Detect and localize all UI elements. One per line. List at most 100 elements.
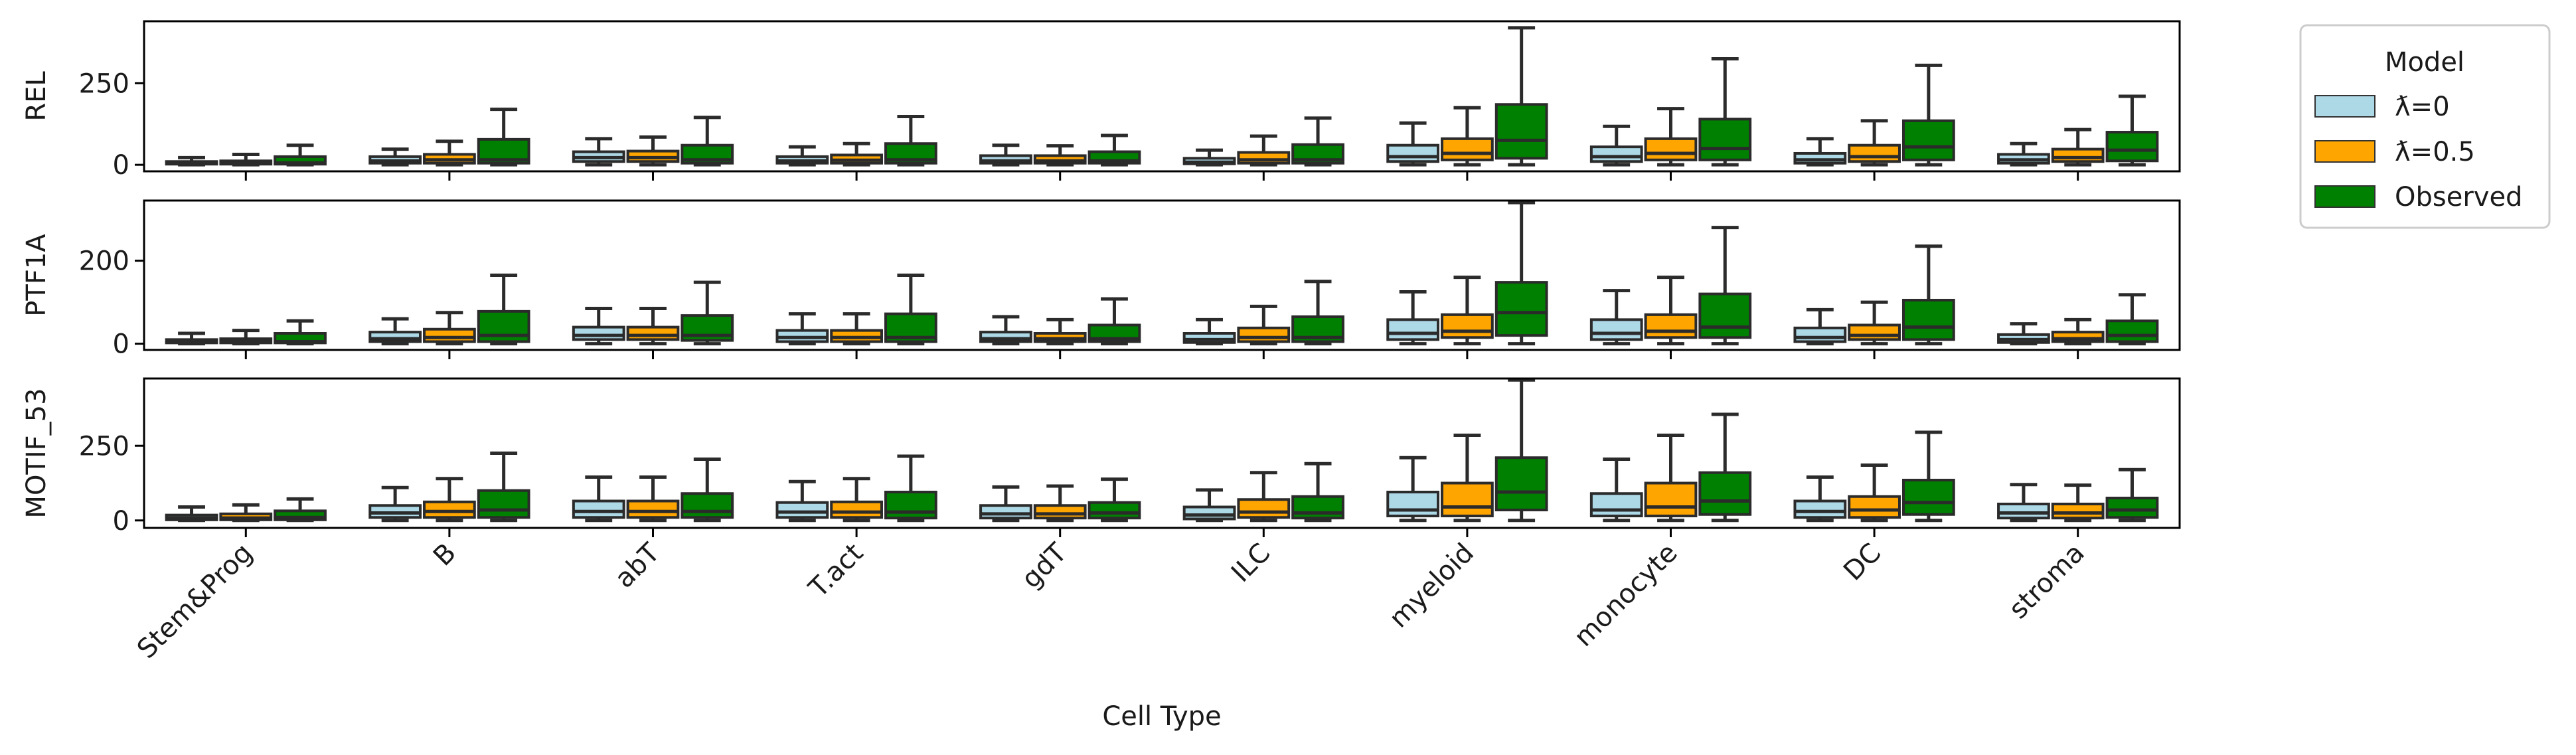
box-MOTIF_53-myeloid-2 bbox=[1494, 378, 1548, 523]
box-body bbox=[1237, 498, 1291, 519]
legend-title: Model bbox=[2385, 47, 2464, 78]
legend-label-lambda05: ƛ=0.5 bbox=[2395, 137, 2475, 167]
x-tick-label-1: B bbox=[428, 538, 462, 572]
box-REL-Stem&Prog-0 bbox=[165, 155, 218, 167]
box-MOTIF_53-abT-0 bbox=[572, 475, 625, 523]
box-MOTIF_53-B-0 bbox=[368, 485, 422, 523]
box-PTF1A-ILC-2 bbox=[1291, 280, 1344, 346]
box-body bbox=[2105, 497, 2159, 519]
panel-2: 0 250 MOTIF_53 bbox=[21, 377, 2181, 537]
box-PTF1A-monocyte-0 bbox=[1589, 289, 1643, 346]
box-PTF1A-Stem&Prog-0 bbox=[165, 331, 218, 346]
y-tick-label: 0 bbox=[113, 329, 129, 360]
box-body bbox=[1386, 143, 1440, 163]
legend-swatch-lambda05 bbox=[2314, 140, 2375, 163]
x-tick-label-2: abT bbox=[609, 537, 665, 594]
box-REL-abT-0 bbox=[572, 137, 625, 167]
box-PTF1A-gdT-0 bbox=[979, 315, 1032, 346]
box-PTF1A-abT-1 bbox=[626, 307, 680, 346]
box-body bbox=[1494, 281, 1548, 337]
box-body bbox=[979, 504, 1032, 520]
box-MOTIF_53-gdT-1 bbox=[1033, 484, 1087, 523]
box-body bbox=[1386, 318, 1440, 341]
box-MOTIF_53-T.act-0 bbox=[775, 479, 829, 523]
box-MOTIF_53-B-1 bbox=[423, 477, 476, 523]
panel-0: 0 250 REL bbox=[21, 20, 2181, 181]
box-body bbox=[2105, 131, 2159, 163]
box-body bbox=[1291, 495, 1344, 520]
box-MOTIF_53-Stem&Prog-1 bbox=[219, 503, 273, 523]
box-REL-Stem&Prog-2 bbox=[274, 143, 327, 167]
box-REL-abT-1 bbox=[626, 135, 680, 167]
box-body bbox=[572, 499, 625, 519]
y-axis-label-MOTIF_53: MOTIF_53 bbox=[21, 388, 52, 518]
y-axis-label-REL: REL bbox=[21, 71, 52, 122]
box-body bbox=[1589, 318, 1643, 341]
box-body bbox=[1698, 292, 1752, 339]
box-MOTIF_53-monocyte-0 bbox=[1589, 458, 1643, 523]
box-body bbox=[1033, 504, 1087, 520]
box-body bbox=[1441, 481, 1494, 517]
y-tick-label: 200 bbox=[79, 246, 129, 277]
box-PTF1A-stroma-0 bbox=[1997, 322, 2050, 346]
box-REL-ILC-0 bbox=[1182, 148, 1236, 167]
box-MOTIF_53-ILC-2 bbox=[1291, 461, 1344, 523]
box-PTF1A-DC-0 bbox=[1793, 307, 1847, 346]
box-MOTIF_53-T.act-1 bbox=[830, 477, 883, 523]
box-REL-gdT-1 bbox=[1033, 144, 1087, 167]
legend-label-lambda0: ƛ=0 bbox=[2395, 92, 2450, 122]
box-body bbox=[1848, 495, 1901, 519]
box-PTF1A-DC-1 bbox=[1848, 300, 1901, 346]
box-body bbox=[1901, 119, 1955, 161]
box-PTF1A-monocyte-1 bbox=[1644, 276, 1698, 346]
box-MOTIF_53-gdT-0 bbox=[979, 485, 1032, 523]
box-body bbox=[1644, 137, 1698, 161]
box-REL-T.act-1 bbox=[830, 141, 883, 167]
box-body bbox=[1494, 103, 1548, 160]
box-body bbox=[1698, 471, 1752, 516]
box-PTF1A-T.act-2 bbox=[884, 274, 937, 346]
box-MOTIF_53-stroma-1 bbox=[2051, 483, 2105, 523]
box-body bbox=[1494, 456, 1548, 511]
y-tick-label: 0 bbox=[113, 506, 129, 537]
box-body bbox=[626, 499, 680, 519]
legend-frame bbox=[2299, 24, 2551, 229]
x-tick-label-9: stroma bbox=[2003, 538, 2091, 626]
box-REL-T.act-0 bbox=[775, 145, 829, 167]
box-REL-DC-0 bbox=[1793, 137, 1847, 167]
box-REL-stroma-0 bbox=[1997, 141, 2050, 167]
box-MOTIF_53-DC-2 bbox=[1901, 430, 1955, 523]
x-tick-label-6: myeloid bbox=[1384, 538, 1480, 634]
box-REL-abT-2 bbox=[681, 116, 734, 167]
x-tick-label-0: Stem&Prog bbox=[131, 538, 258, 665]
box-REL-monocyte-0 bbox=[1589, 124, 1643, 167]
x-tick-label-7: monocyte bbox=[1568, 538, 1683, 653]
box-PTF1A-myeloid-2 bbox=[1494, 201, 1548, 346]
x-tick-label-3: T.act bbox=[803, 538, 869, 604]
box-body bbox=[681, 492, 734, 519]
box-body bbox=[423, 327, 476, 343]
box-body bbox=[1182, 505, 1236, 521]
box-body bbox=[572, 325, 625, 341]
x-tick-label-4: gdT bbox=[1016, 537, 1073, 594]
box-body bbox=[477, 489, 530, 519]
box-REL-myeloid-2 bbox=[1494, 26, 1548, 167]
box-body bbox=[1848, 143, 1901, 163]
box-REL-B-0 bbox=[368, 147, 422, 167]
box-body bbox=[775, 501, 829, 519]
legend-swatch-lambda0 bbox=[2314, 95, 2375, 118]
box-body bbox=[2051, 503, 2105, 520]
legend-swatch-observed bbox=[2314, 185, 2375, 208]
box-REL-monocyte-2 bbox=[1698, 57, 1752, 167]
box-body bbox=[423, 500, 476, 519]
box-body bbox=[1237, 326, 1291, 343]
box-REL-DC-2 bbox=[1901, 63, 1955, 167]
box-REL-stroma-1 bbox=[2051, 127, 2105, 167]
box-PTF1A-myeloid-1 bbox=[1441, 276, 1494, 346]
panel-frame bbox=[143, 199, 2181, 351]
box-body bbox=[1793, 326, 1847, 343]
box-REL-B-2 bbox=[477, 108, 530, 167]
x-tick-label-5: ILC bbox=[1226, 538, 1276, 588]
